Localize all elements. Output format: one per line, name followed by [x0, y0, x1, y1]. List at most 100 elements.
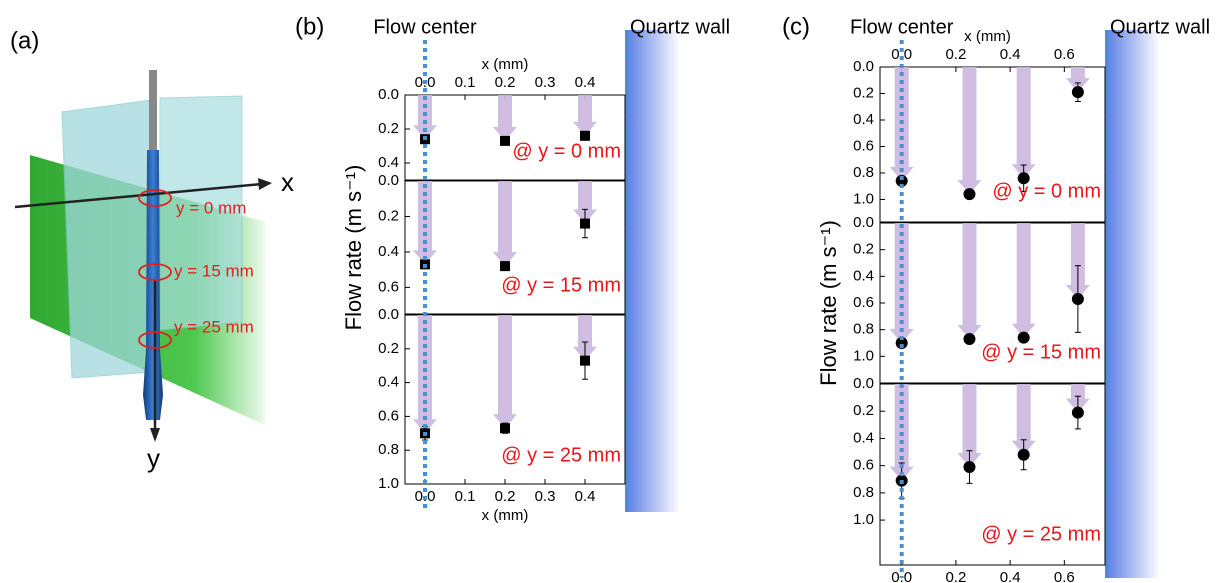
data-point: [963, 461, 976, 474]
flow-arrow: [1011, 223, 1036, 338]
x-tick-label: 0.1: [455, 488, 476, 505]
y-tick-label: 0.6: [378, 407, 399, 424]
y-tick-label: 0.8: [378, 441, 399, 458]
data-point: [963, 188, 976, 201]
position-ring: [138, 331, 172, 349]
flow-arrow: [493, 315, 517, 429]
data-point: [1017, 172, 1030, 185]
flow-jet: [143, 150, 163, 420]
y-tick-label: 1.0: [853, 511, 874, 528]
y-tick-label: 0.4: [378, 374, 399, 391]
needle: [149, 70, 157, 150]
annotation: @ y = 0 mm: [992, 180, 1101, 202]
x-tick-label: 0.3: [535, 74, 556, 91]
flow-arrow: [1065, 67, 1090, 93]
y-axis-label: Flow rate (m s⁻¹): [816, 220, 841, 386]
wall-label: Quartz wall: [1110, 16, 1210, 38]
y-tick-label: 0.2: [378, 207, 399, 224]
x-axis-arrow: [14, 182, 263, 209]
flow-arrow: [413, 95, 437, 140]
x-tick-label: 0.1: [455, 74, 476, 91]
y-tick-label: 0.8: [853, 321, 874, 338]
quartz-wall: [1105, 30, 1160, 578]
data-point: [500, 423, 510, 434]
annotation: @ y = 0 mm: [512, 140, 621, 162]
data-point: [580, 218, 590, 229]
annotation: @ y = 25 mm: [501, 444, 621, 466]
flow-arrow: [413, 181, 437, 265]
x-axis-label: x (mm): [482, 56, 529, 73]
x-tick-label: 0.4: [575, 488, 596, 505]
y-tick-label: 0.0: [378, 172, 399, 189]
panel-label: (a): [10, 27, 39, 54]
y-tick-label: 0.4: [853, 267, 874, 284]
panel-label: (b): [295, 13, 324, 40]
x-tick-label: 0.6: [1054, 569, 1075, 583]
y-tick-label: 0.0: [378, 86, 399, 103]
plot-frame: [879, 383, 1106, 566]
x-axis-label: x (mm): [482, 507, 529, 524]
y-tick-label: 1.0: [853, 190, 874, 207]
y-tick-label: 0.0: [853, 214, 874, 231]
x-tick-label: 0.6: [1054, 46, 1075, 63]
y-tick-label: 0.8: [853, 164, 874, 181]
y-tick-label: 0.6: [853, 294, 874, 311]
y-tick-label: 0.6: [853, 137, 874, 154]
position-label: y = 0 mm: [176, 198, 246, 217]
flow-arrow: [1065, 223, 1090, 299]
data-point: [580, 130, 590, 141]
y-tick-label: 0.2: [853, 402, 874, 419]
data-point: [963, 333, 976, 345]
data-point: [580, 355, 590, 366]
y-tick-label: 0.2: [853, 241, 874, 258]
glass-plate: [159, 95, 243, 331]
x-tick-label: 0.2: [495, 74, 516, 91]
data-point: [895, 337, 908, 349]
data-point: [1071, 293, 1084, 305]
x-tick-label: 0.3: [535, 488, 556, 505]
flow-arrow: [573, 95, 597, 136]
annotation: @ y = 15 mm: [981, 341, 1101, 363]
y-tick-label: 0.4: [853, 111, 874, 128]
data-point: [1071, 86, 1084, 99]
y-tick-label: 0.2: [378, 120, 399, 137]
data-point: [500, 261, 510, 272]
flow-arrow: [413, 315, 437, 434]
flow-arrow: [957, 223, 982, 339]
y-tick-label: 1.0: [853, 347, 874, 364]
position-label: y = 25 mm: [174, 317, 254, 336]
y-tick-label: 0.2: [853, 84, 874, 101]
position-label: y = 15 mm: [174, 261, 254, 280]
y-tick-label: 0.4: [853, 429, 874, 446]
annotation: @ y = 25 mm: [981, 523, 1101, 545]
arrow-head: [258, 178, 272, 190]
x-tick-label: 0.4: [1000, 46, 1021, 63]
flow-arrow: [957, 67, 982, 195]
annotation: @ y = 15 mm: [501, 274, 621, 296]
center-label: Flow center: [850, 16, 954, 38]
flow-arrow: [493, 95, 517, 141]
x-axis-label: x (mm): [964, 28, 1011, 45]
axis-label: y: [147, 443, 160, 473]
wall-label: Quartz wall: [630, 16, 730, 38]
flow-arrow: [573, 181, 597, 224]
y-tick-label: 0.0: [853, 375, 874, 392]
x-tick-label: 0.0: [891, 569, 912, 583]
y-tick-label: 0.8: [853, 484, 874, 501]
y-tick-label: 0.4: [378, 243, 399, 260]
y-tick-label: 0.6: [378, 278, 399, 295]
flow-arrow: [1011, 384, 1036, 455]
data-point: [1071, 406, 1084, 419]
panel-label: (c): [782, 13, 810, 40]
x-tick-label: 0.4: [1000, 569, 1021, 583]
data-point: [500, 135, 510, 146]
data-point: [895, 174, 908, 187]
x-tick-label: 0.2: [945, 46, 966, 63]
x-tick-label: 0.2: [495, 488, 516, 505]
plot-frame: [404, 94, 626, 181]
y-tick-label: 0.6: [853, 457, 874, 474]
panel-a-illustration: (a) x y y = 0 mm y = 15 mm y = 25 mm: [10, 27, 294, 473]
center-label: Flow center: [373, 16, 477, 38]
data-point: [1017, 448, 1030, 461]
